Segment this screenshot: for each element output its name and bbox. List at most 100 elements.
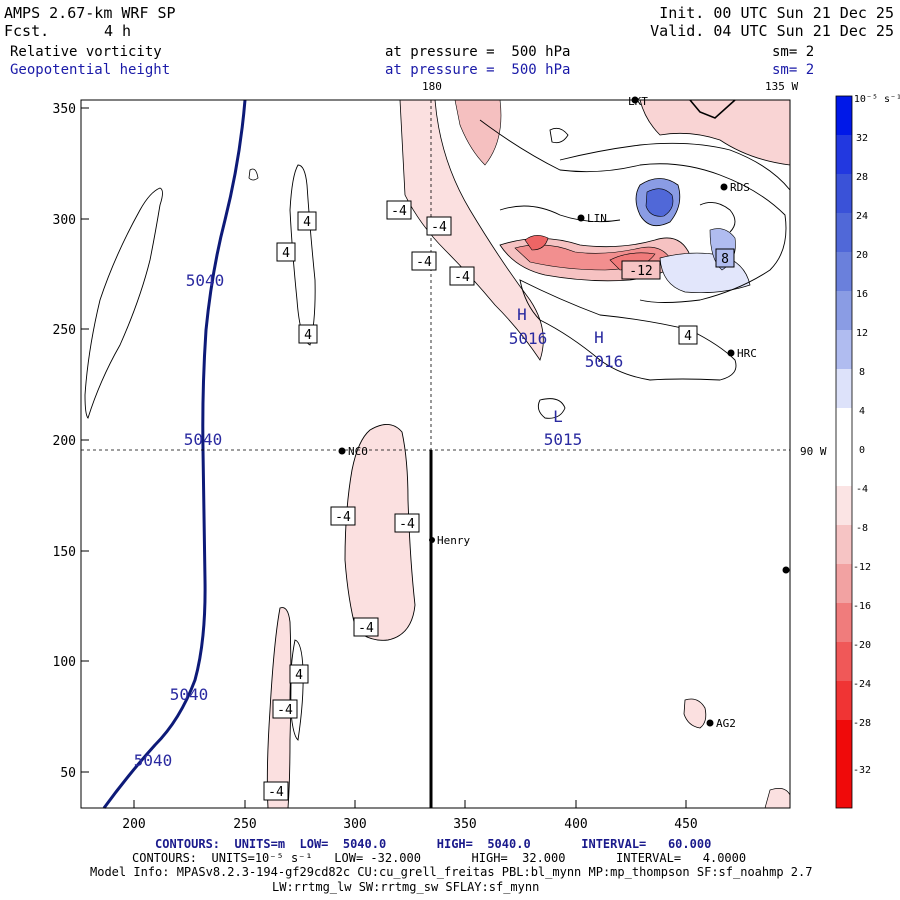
station-nco: NCO	[348, 445, 368, 458]
svg-text:-8: -8	[856, 523, 868, 534]
colorbar-seg-neg20	[836, 603, 852, 642]
svg-text:450: 450	[674, 817, 697, 832]
svg-text:-20: -20	[853, 640, 871, 651]
station-lkt: LKT	[628, 95, 648, 108]
colorbar-seg-neg8	[836, 486, 852, 525]
svg-text:-4: -4	[416, 255, 432, 270]
svg-text:-4: -4	[856, 484, 868, 495]
vort-label: -4	[411, 251, 437, 271]
colorbar-seg-neg4	[836, 447, 852, 486]
model-info-radiation: LW:rrtmg_lw SW:rrtmg_sw SFLAY:sf_mynn	[272, 880, 540, 894]
svg-text:300: 300	[343, 817, 366, 832]
svg-text:4: 4	[684, 329, 692, 344]
svg-text:4: 4	[282, 246, 290, 261]
vort-label: -4	[263, 781, 289, 801]
svg-text:-28: -28	[853, 718, 871, 729]
vorticity-contours	[84, 119, 791, 741]
plot-frame	[80, 99, 791, 809]
valid-time: Valid. 04 UTC Sun 21 Dec 25	[650, 22, 894, 40]
svg-text:300: 300	[53, 213, 76, 228]
vort-label: 4	[678, 325, 698, 345]
vort-label: -4	[449, 266, 475, 286]
lon-135w-label: 135 W	[765, 80, 798, 93]
lat-90w-label: 90 W	[800, 445, 827, 458]
contour-label-5040: 5040	[134, 751, 173, 770]
vort-label: 8	[715, 248, 735, 268]
svg-text:8: 8	[721, 252, 729, 267]
colorbar-unit: 10⁻⁵ s⁻¹	[854, 94, 900, 105]
colorbar	[835, 95, 853, 809]
vort-label: 4	[289, 664, 309, 684]
station-hrc: HRC	[737, 347, 757, 360]
svg-text:50: 50	[60, 766, 76, 781]
vort-label: 4	[297, 211, 317, 231]
vort-label: -4	[353, 617, 379, 637]
high-value: 5016	[509, 329, 548, 348]
ref-line-labels: 180 135 W 90 W	[422, 80, 827, 458]
svg-text:-24: -24	[853, 679, 871, 690]
svg-text:200: 200	[53, 434, 76, 449]
svg-text:-4: -4	[277, 703, 293, 718]
station-lin: LIN	[587, 212, 607, 225]
x-axis-labels: 200 250 300 350 400 450	[122, 817, 697, 832]
svg-text:12: 12	[856, 328, 868, 339]
contour-label-5040: 5040	[184, 430, 223, 449]
height-labels: 5040 5040 5040 5040 H 5016 H 5016 L 5015	[134, 271, 624, 770]
forecast-label: Fcst.	[4, 22, 50, 40]
contour-info-vorticity: CONTOURS: UNITS=10⁻⁵ s⁻¹ LOW= -32.000 HI…	[132, 851, 747, 865]
svg-text:350: 350	[453, 817, 476, 832]
colorbar-seg-16	[836, 252, 852, 291]
colorbar-seg-32	[836, 96, 852, 135]
svg-text:250: 250	[233, 817, 256, 832]
svg-text:-16: -16	[853, 601, 871, 612]
svg-text:0: 0	[859, 445, 865, 456]
height-minor-contours	[248, 168, 259, 181]
svg-text:-4: -4	[399, 517, 415, 532]
station-markers	[338, 96, 790, 727]
axis-ticks	[81, 107, 687, 808]
svg-text:4: 4	[304, 328, 312, 343]
svg-text:32: 32	[856, 133, 868, 144]
contour-label-5040: 5040	[170, 685, 209, 704]
smoothing-height: sm= 2	[772, 62, 815, 78]
colorbar-seg-0	[836, 408, 852, 447]
vort-label: 4	[298, 324, 318, 344]
level-height: at pressure = 500 hPa	[385, 62, 571, 78]
svg-text:4: 4	[303, 215, 311, 230]
svg-text:-12: -12	[853, 562, 871, 573]
svg-text:150: 150	[53, 545, 76, 560]
low-marker: L	[553, 407, 563, 426]
svg-text:-4: -4	[358, 621, 374, 636]
smoothing-vorticity: sm= 2	[772, 44, 815, 60]
model-info: Model Info: MPASv8.2.3-194-gf29cd82c CU:…	[90, 865, 813, 879]
colorbar-seg-neg16	[836, 564, 852, 603]
vort-label: -4	[272, 699, 298, 719]
svg-text:250: 250	[53, 323, 76, 338]
station-labels: NCO Henry LIN RDS HRC AG2 LKT	[348, 95, 757, 730]
station-ag2: AG2	[716, 717, 736, 730]
vort-label: -4	[330, 506, 356, 526]
high-marker: H	[594, 328, 604, 347]
svg-text:4: 4	[859, 406, 865, 417]
svg-text:200: 200	[122, 817, 145, 832]
init-time: Init. 00 UTC Sun 21 Dec 25	[659, 4, 894, 22]
svg-text:20: 20	[856, 250, 868, 261]
field-title-height: Geopotential height	[10, 62, 171, 78]
svg-text:16: 16	[856, 289, 868, 300]
svg-text:8: 8	[859, 367, 865, 378]
contour-label-5040: 5040	[186, 271, 225, 290]
vort-label: -4	[386, 200, 412, 220]
station-rds: RDS	[730, 181, 750, 194]
colorbar-seg-20	[836, 213, 852, 252]
svg-text:-4: -4	[335, 510, 351, 525]
svg-text:400: 400	[564, 817, 587, 832]
forecast-hour: 4 h	[104, 22, 132, 40]
lon-180-label: 180	[422, 80, 442, 93]
vort-label: -12	[621, 260, 661, 280]
svg-text:-4: -4	[454, 270, 470, 285]
vort-label: -4	[426, 216, 452, 236]
y-axis-labels: 350 300 250 200 150 100 50	[53, 102, 76, 781]
contour-5040-line	[102, 99, 247, 809]
station-henry: Henry	[437, 534, 470, 547]
coastline	[689, 99, 736, 119]
